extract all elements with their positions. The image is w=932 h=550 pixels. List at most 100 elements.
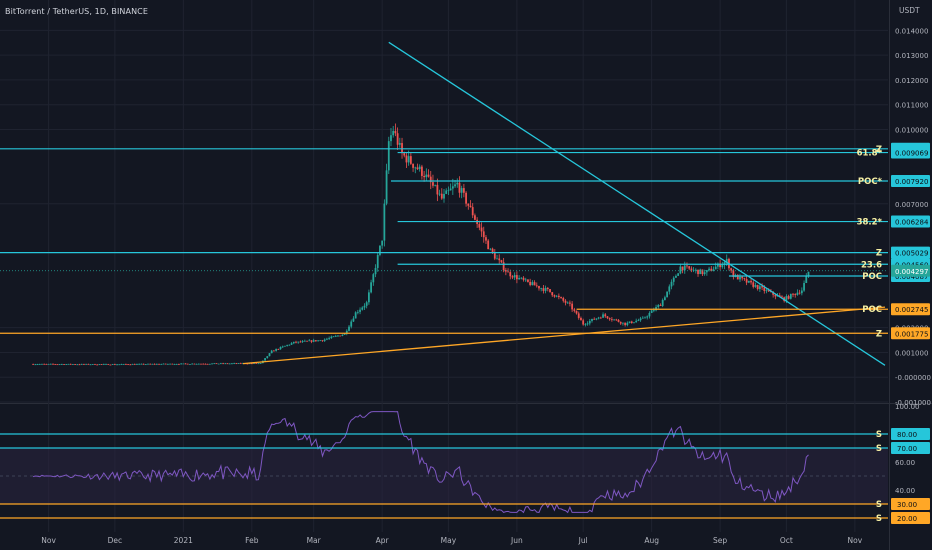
candle-body: [96, 364, 99, 366]
candle-body: [533, 282, 536, 286]
level-label: 38.2*: [857, 218, 883, 228]
candle-body: [573, 309, 576, 311]
candle-body: [162, 363, 165, 365]
candle-body: [648, 312, 651, 317]
rsi-level-label: S: [876, 444, 882, 454]
candle-body: [339, 335, 342, 337]
candle-body: [628, 321, 631, 323]
candle-body: [549, 289, 551, 293]
candle-body: [705, 270, 708, 273]
level-price-badge: [891, 303, 930, 316]
candle-body: [361, 307, 364, 310]
candle-body: [624, 322, 627, 326]
candle-body: [571, 303, 574, 310]
candle-body: [697, 269, 699, 275]
candle-body: [580, 317, 582, 321]
candle-body: [657, 305, 660, 308]
candle-body: [767, 290, 770, 292]
candle-body: [34, 364, 37, 366]
rsi-axis-tick-label: 100.00: [895, 403, 920, 411]
candle-body: [133, 364, 136, 365]
candle-body: [652, 310, 655, 312]
candle-body: [515, 275, 518, 280]
candle-body: [604, 314, 607, 317]
level-label: 61.8*: [857, 149, 883, 159]
time-axis-label: Nov: [848, 536, 863, 545]
rsi-level-badge: [891, 512, 930, 524]
candle-body: [127, 364, 130, 366]
candle-body: [798, 292, 801, 294]
candle-body: [107, 364, 110, 365]
candle-body: [736, 274, 739, 280]
candle-body: [91, 364, 94, 365]
candle-body: [522, 277, 525, 280]
candle-body: [246, 363, 249, 365]
candle-body: [429, 176, 432, 183]
candle-body: [447, 190, 450, 192]
candle-body: [569, 302, 571, 304]
candle-body: [253, 363, 255, 364]
time-axis-label: Feb: [245, 536, 259, 545]
time-axis-label: Mar: [307, 536, 322, 545]
rsi-level-badge-text: 30.00: [897, 501, 917, 509]
candle-body: [599, 317, 602, 319]
level-price-badge-text: 0.009069: [895, 150, 928, 158]
candle-body: [626, 322, 629, 326]
candle-body: [43, 363, 46, 365]
candle-body: [723, 261, 726, 265]
price-axis-tick-label: -0.001000: [895, 399, 931, 407]
candle-body: [47, 363, 50, 365]
level-label: Z: [876, 249, 882, 259]
price-axis-tick-label: -0.000000: [895, 374, 931, 382]
candle-body: [462, 188, 465, 193]
candle-body: [125, 364, 127, 365]
candle-body: [100, 364, 103, 366]
candle-body: [432, 182, 434, 186]
candle-body: [423, 175, 426, 178]
candle-body: [80, 364, 83, 365]
time-axis-label: Aug: [644, 536, 659, 545]
candle-body: [427, 174, 430, 177]
candle-body: [323, 339, 326, 341]
candle-body: [208, 363, 211, 365]
candle-body: [542, 288, 545, 291]
candle-body: [467, 203, 470, 206]
level-label: Z: [876, 329, 882, 339]
candle-body: [60, 364, 63, 365]
candle-body: [622, 322, 624, 324]
candle-body: [535, 285, 538, 287]
candle-body: [750, 280, 752, 283]
candle-body: [58, 364, 61, 366]
candle-body: [747, 280, 750, 283]
candle-body: [663, 297, 666, 300]
candle-body: [474, 215, 476, 220]
candle-body: [582, 320, 585, 325]
candle-body: [392, 130, 395, 136]
candle-body: [577, 313, 580, 318]
level-label: POC*: [858, 177, 883, 187]
candle-body: [557, 295, 560, 298]
candle-body: [708, 268, 710, 271]
candle-body: [465, 192, 467, 204]
candle-body: [328, 337, 331, 339]
level-label: 23.6: [861, 260, 882, 270]
candle-body: [425, 174, 428, 178]
candle-body: [765, 290, 768, 292]
candle-body: [800, 290, 803, 294]
candle-body: [122, 364, 125, 365]
candle-body: [613, 319, 615, 321]
candle-body: [173, 364, 176, 365]
candle-body: [805, 276, 808, 284]
candle-body: [231, 363, 233, 365]
rsi-axis-tick-label: 40.00: [895, 487, 915, 495]
candle-body: [443, 193, 445, 199]
candle-body: [668, 286, 671, 292]
candle-body: [520, 277, 523, 279]
candle-body: [178, 364, 180, 365]
candle-body: [496, 258, 498, 260]
price-axis-tick-label: 0.012000: [895, 77, 928, 85]
candle-body: [595, 318, 598, 320]
candle-body: [390, 135, 392, 142]
candle-body: [149, 363, 152, 365]
